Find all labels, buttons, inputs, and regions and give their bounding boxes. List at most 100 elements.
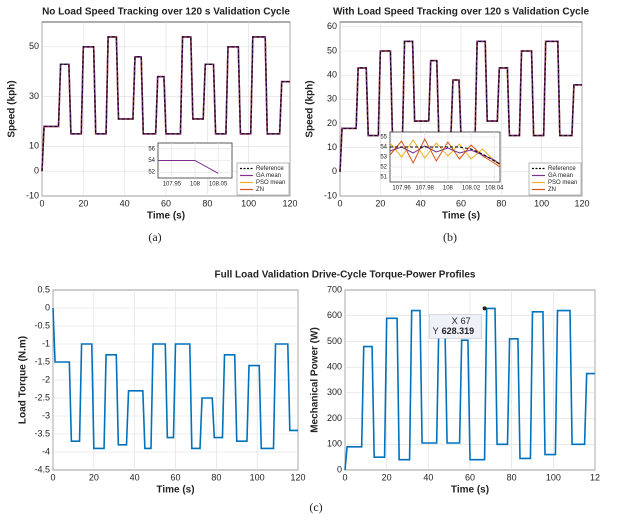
y-tick-label: 200 [327,413,342,423]
x-tick-label: 40 [416,198,426,208]
y-tick-label: 54 [380,145,387,151]
y-tick-label: 50 [327,45,337,55]
y-axis-label: Speed (kph) [305,80,316,137]
series-line [390,146,501,165]
y-tick-label: 30 [327,94,337,104]
y-tick-label: -2.5 [34,392,50,402]
x-axis-label: Time (s) [442,211,480,222]
x-tick-label: 108.05 [209,182,228,188]
y-tick-label: -4 [42,446,50,456]
x-tick-label: 108 [190,182,201,188]
series-line [158,160,219,174]
x-tick-label: 0 [337,198,342,208]
x-tick-label: 40 [423,472,433,482]
x-tick-label: 100 [534,198,549,208]
series-line [389,139,501,166]
chart-title: With Load Speed Tracking over 120 s Vali… [333,7,590,18]
datatip-box [429,314,482,339]
legend-label: PSO mean [548,180,577,186]
chart: 0 20 40 60 80 100 120100200300400500600700Time… [310,284,600,495]
caption: (c) [309,500,322,514]
y-tick-label: 0 [332,166,337,176]
series-line [41,36,290,172]
series-line [389,145,501,165]
x-axis-label: Time (s) [156,485,194,496]
chart-title: No Load Speed Tracking over 120 s Valida… [42,7,290,18]
x-tick-label: 0 [39,198,44,208]
y-tick-label: -2 [42,374,50,384]
y-tick-label: 40 [327,70,337,80]
x-tick-label: 20 [78,198,88,208]
series-line [389,137,501,168]
legend-label: Reference [548,166,576,172]
x-tick-label: 60 [161,198,171,208]
y-tick-label: -10 [26,190,39,200]
x-tick-label: 100 [250,472,265,482]
y-tick-label: 300 [327,387,342,397]
y-tick-label: 54 [148,158,155,164]
y-axis-label: Load Torque (N.m) [18,336,29,424]
y-tick-label: 0 [337,464,342,474]
caption: (a) [148,230,161,244]
x-tick-label: 12 [590,472,600,482]
legend-label: ZN [548,187,556,193]
caption: (b) [443,230,457,244]
x-tick-label: 0 [50,472,55,482]
y-axis-label: Speed (kph) [7,80,18,137]
x-tick-label: 100 [241,198,256,208]
y-tick-label: 55 [380,135,387,141]
x-tick-label: 80 [507,472,517,482]
y-tick-label: 600 [327,310,342,320]
datatip-x-label: X [452,316,458,326]
x-tick-label: 120 [290,472,305,482]
x-tick-label: 0 [342,472,347,482]
x-tick-label: 108.04 [485,186,504,192]
y-tick-label: 60 [327,21,337,31]
x-tick-label: 108 [443,186,454,192]
legend-label: GA mean [256,173,281,179]
x-tick-label: 60 [456,198,466,208]
y-tick-label: 400 [327,362,342,372]
y-tick-label: 30 [29,91,39,101]
x-tick-label: 40 [130,472,140,482]
inset: 107.96 107.98 108 108.02 108.04 51 52 53 54 55 [380,131,504,192]
y-tick-label: 10 [327,142,337,152]
y-tick-label: 52 [380,165,387,171]
x-tick-label: 60 [465,472,475,482]
chart: 0 20 40 60 80 100 120 0.5 0 -0.5 -1 -1.5 -2 -2.5 -3 -3.… [18,284,306,495]
y-tick-label: -1 [42,338,50,348]
y-tick-label: 20 [327,118,337,128]
x-tick-label: 107.96 [392,186,411,192]
y-tick-label: -3 [42,410,50,420]
x-tick-label: 40 [120,198,130,208]
x-tick-label: 107.98 [416,186,435,192]
y-tick-label: 51 [380,175,387,181]
y-tick-label: 10 [29,141,39,151]
y-tick-label: 0 [45,302,50,312]
x-tick-label: 20 [89,472,99,482]
y-tick-label: -0.5 [34,320,50,330]
y-tick-label: 0.5 [37,284,50,294]
legend-label: GA mean [548,173,573,179]
x-axis-label: Time (s) [451,485,489,496]
datatip-y-label: Y [433,326,439,336]
datatip-y: 628.319 [442,326,475,336]
x-tick-label: 20 [375,198,385,208]
figure-title: Full Load Validation Drive-Cycle Torque-… [215,270,476,281]
datatip-x: 67 [461,316,471,326]
y-tick-label: 50 [29,41,39,51]
x-tick-label: 80 [496,198,506,208]
y-tick-label: 0 [34,166,39,176]
y-axis-label: Mechanical Power (W) [310,327,321,433]
legend-label: ZN [256,187,264,193]
y-tick-label: 53 [380,155,387,161]
y-tick-label: 52 [148,170,155,176]
x-tick-label: 108.02 [462,186,481,192]
x-tick-label: 20 [382,472,392,482]
series-line [339,40,582,172]
y-tick-label: 56 [148,146,155,152]
y-tick-label: -4.5 [34,464,50,474]
